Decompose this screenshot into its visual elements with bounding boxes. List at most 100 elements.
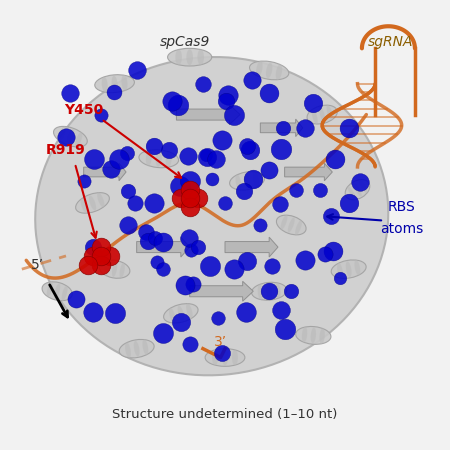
Point bbox=[91, 155, 98, 162]
Ellipse shape bbox=[58, 126, 66, 141]
Ellipse shape bbox=[266, 284, 272, 299]
Point bbox=[282, 325, 289, 333]
Ellipse shape bbox=[97, 192, 104, 207]
Ellipse shape bbox=[81, 198, 88, 213]
Ellipse shape bbox=[89, 195, 96, 211]
Ellipse shape bbox=[312, 109, 318, 124]
Point bbox=[186, 195, 193, 202]
Ellipse shape bbox=[120, 263, 125, 279]
Point bbox=[177, 195, 184, 202]
Point bbox=[214, 315, 221, 322]
Point bbox=[345, 199, 352, 207]
Point bbox=[276, 201, 283, 208]
Ellipse shape bbox=[42, 282, 72, 301]
Point bbox=[321, 251, 328, 258]
Point bbox=[89, 243, 96, 251]
Text: spCas9: spCas9 bbox=[160, 35, 211, 49]
Ellipse shape bbox=[122, 75, 127, 91]
Point bbox=[144, 237, 152, 244]
Point bbox=[124, 187, 131, 194]
Ellipse shape bbox=[35, 57, 388, 375]
Text: atoms: atoms bbox=[380, 222, 423, 236]
Point bbox=[266, 166, 273, 173]
Point bbox=[243, 257, 250, 265]
Point bbox=[277, 145, 284, 152]
Point bbox=[185, 234, 193, 242]
FancyArrow shape bbox=[137, 237, 189, 257]
Ellipse shape bbox=[67, 129, 74, 144]
Point bbox=[168, 98, 176, 105]
Text: 3’: 3’ bbox=[214, 335, 227, 349]
Ellipse shape bbox=[345, 180, 370, 200]
Ellipse shape bbox=[139, 150, 179, 168]
Ellipse shape bbox=[307, 105, 337, 124]
FancyArrow shape bbox=[225, 237, 278, 257]
Point bbox=[230, 266, 238, 273]
FancyArrow shape bbox=[84, 163, 126, 181]
Point bbox=[110, 88, 117, 95]
Point bbox=[72, 296, 79, 303]
Point bbox=[266, 288, 273, 295]
Ellipse shape bbox=[337, 263, 343, 279]
Text: R919: R919 bbox=[46, 143, 86, 157]
Point bbox=[152, 234, 159, 241]
Point bbox=[222, 97, 230, 104]
Ellipse shape bbox=[125, 342, 131, 358]
Point bbox=[279, 125, 286, 132]
Ellipse shape bbox=[235, 175, 241, 190]
Point bbox=[186, 177, 193, 184]
Ellipse shape bbox=[276, 64, 282, 80]
Point bbox=[111, 310, 118, 317]
FancyArrow shape bbox=[284, 163, 332, 181]
Ellipse shape bbox=[346, 261, 351, 277]
Ellipse shape bbox=[253, 171, 259, 187]
Point bbox=[63, 133, 70, 140]
Ellipse shape bbox=[164, 304, 198, 323]
Point bbox=[266, 89, 273, 96]
Text: sgRNA: sgRNA bbox=[368, 35, 414, 49]
Point bbox=[98, 111, 105, 118]
Point bbox=[249, 76, 256, 83]
Point bbox=[250, 176, 257, 183]
FancyArrow shape bbox=[189, 281, 253, 301]
Ellipse shape bbox=[156, 151, 162, 166]
Point bbox=[336, 274, 343, 282]
Point bbox=[202, 151, 209, 158]
Point bbox=[301, 257, 308, 264]
Ellipse shape bbox=[112, 76, 117, 92]
Point bbox=[224, 91, 231, 98]
Ellipse shape bbox=[47, 282, 53, 297]
Ellipse shape bbox=[167, 48, 212, 66]
Ellipse shape bbox=[75, 132, 82, 147]
Point bbox=[257, 221, 264, 229]
Point bbox=[195, 195, 202, 202]
Point bbox=[221, 199, 229, 207]
Ellipse shape bbox=[353, 183, 362, 197]
Point bbox=[177, 182, 184, 189]
Point bbox=[186, 204, 193, 211]
Ellipse shape bbox=[112, 261, 117, 277]
Point bbox=[332, 155, 339, 162]
Point bbox=[292, 186, 299, 193]
Ellipse shape bbox=[134, 341, 140, 356]
Point bbox=[301, 124, 308, 131]
Ellipse shape bbox=[258, 284, 263, 300]
Ellipse shape bbox=[99, 260, 130, 278]
Point bbox=[131, 200, 138, 207]
Point bbox=[186, 186, 193, 193]
Point bbox=[160, 329, 167, 336]
Ellipse shape bbox=[166, 152, 172, 167]
Point bbox=[218, 137, 225, 144]
Point bbox=[278, 306, 285, 313]
Point bbox=[240, 188, 247, 195]
Point bbox=[153, 258, 161, 265]
Ellipse shape bbox=[244, 173, 250, 189]
Ellipse shape bbox=[319, 107, 325, 122]
Point bbox=[357, 178, 364, 185]
Ellipse shape bbox=[276, 215, 306, 235]
Ellipse shape bbox=[186, 303, 193, 319]
Text: Y450: Y450 bbox=[64, 103, 104, 117]
Point bbox=[115, 155, 122, 162]
Ellipse shape bbox=[54, 284, 60, 299]
Point bbox=[346, 125, 353, 132]
